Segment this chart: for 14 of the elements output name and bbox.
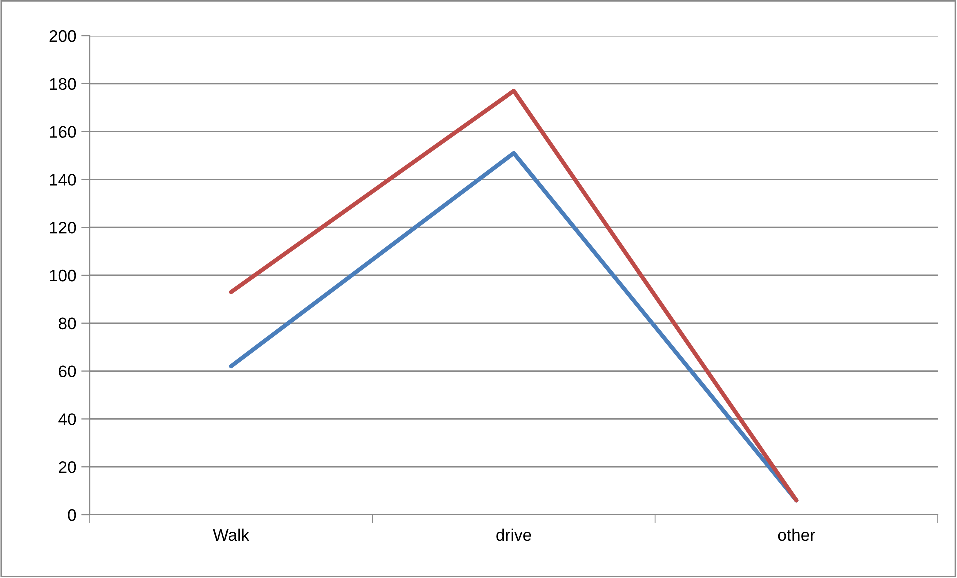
y-tick-label: 20: [59, 462, 76, 474]
x-tick-label: drive: [496, 528, 532, 542]
y-tick-label: 200: [50, 30, 76, 42]
y-tick-label: 100: [50, 270, 76, 282]
y-tick-label: 180: [50, 78, 76, 90]
x-tick-label: other: [778, 528, 816, 542]
y-tick-label: 120: [50, 222, 76, 234]
y-tick-label: 80: [58, 318, 76, 330]
y-tick-label: 40: [58, 414, 76, 426]
y-tick-label: 160: [50, 126, 76, 138]
y-tick-label: 0: [68, 509, 76, 522]
y-tick-label: 60: [59, 366, 76, 378]
y-tick-label: 140: [50, 174, 76, 186]
x-tick-label: Walk: [213, 528, 250, 542]
